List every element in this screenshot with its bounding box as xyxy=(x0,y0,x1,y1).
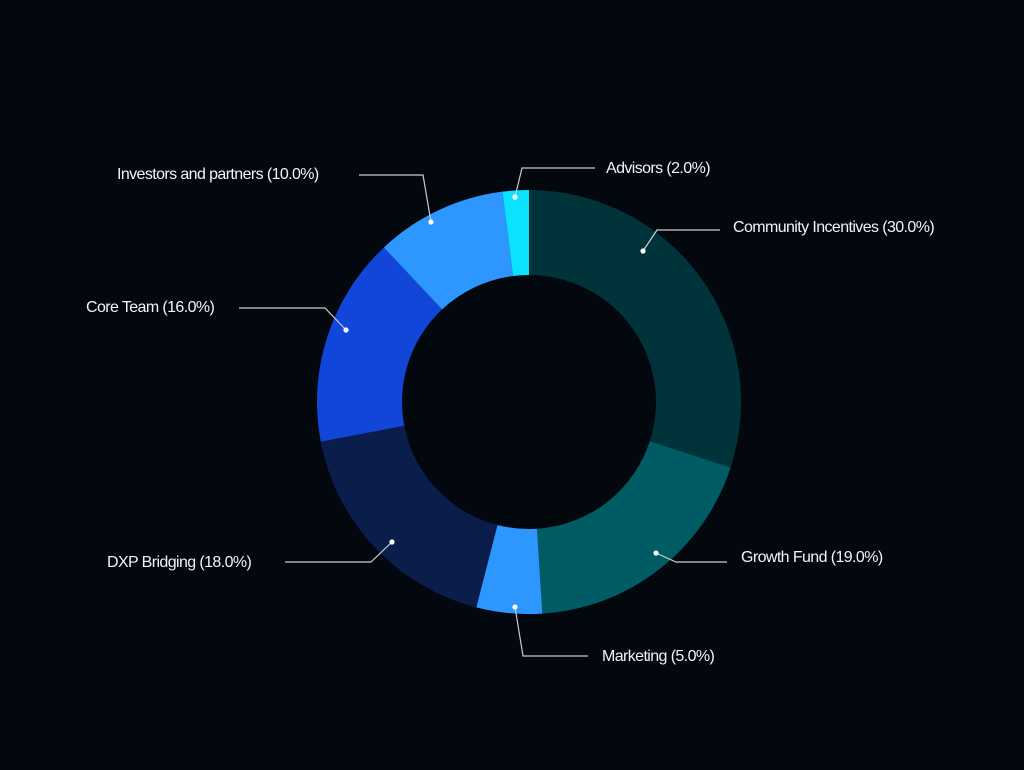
label-growth-fund: Growth Fund (19.0%) xyxy=(741,549,883,566)
leader-dot xyxy=(512,194,518,200)
leader-lines xyxy=(239,167,727,657)
label-advisors: Advisors (2.0%) xyxy=(606,160,711,177)
slice-growth-fund xyxy=(536,441,731,614)
leader-line xyxy=(514,167,595,198)
leader-dot xyxy=(640,248,646,254)
leader-dot xyxy=(512,604,518,610)
slice-investors-and-partners xyxy=(383,191,514,310)
label-investors-and-partners: Investors and partners (10.0%) xyxy=(117,166,319,183)
leader-dot xyxy=(343,327,349,333)
slice-marketing xyxy=(476,525,543,614)
label-core-team: Core Team (16.0%) xyxy=(86,299,215,316)
leader-line xyxy=(514,606,588,657)
label-community-incentives: Community Incentives (30.0%) xyxy=(733,219,935,236)
slice-community-incentives xyxy=(529,190,741,468)
leader-line xyxy=(655,552,727,563)
leader-line xyxy=(239,307,347,331)
leader-line xyxy=(359,174,432,223)
leader-line xyxy=(285,541,393,563)
donut-slices xyxy=(317,190,741,614)
slice-core-team xyxy=(317,247,443,442)
slice-advisors xyxy=(502,190,529,277)
leader-dot xyxy=(389,539,395,545)
slice-dxp-bridging xyxy=(320,425,498,608)
leader-dots xyxy=(343,194,659,610)
leader-dot xyxy=(428,219,434,225)
label-dxp-bridging: DXP Bridging (18.0%) xyxy=(107,554,252,571)
label-marketing: Marketing (5.0%) xyxy=(602,648,715,665)
leader-line xyxy=(642,229,720,252)
leader-dot xyxy=(653,550,659,556)
